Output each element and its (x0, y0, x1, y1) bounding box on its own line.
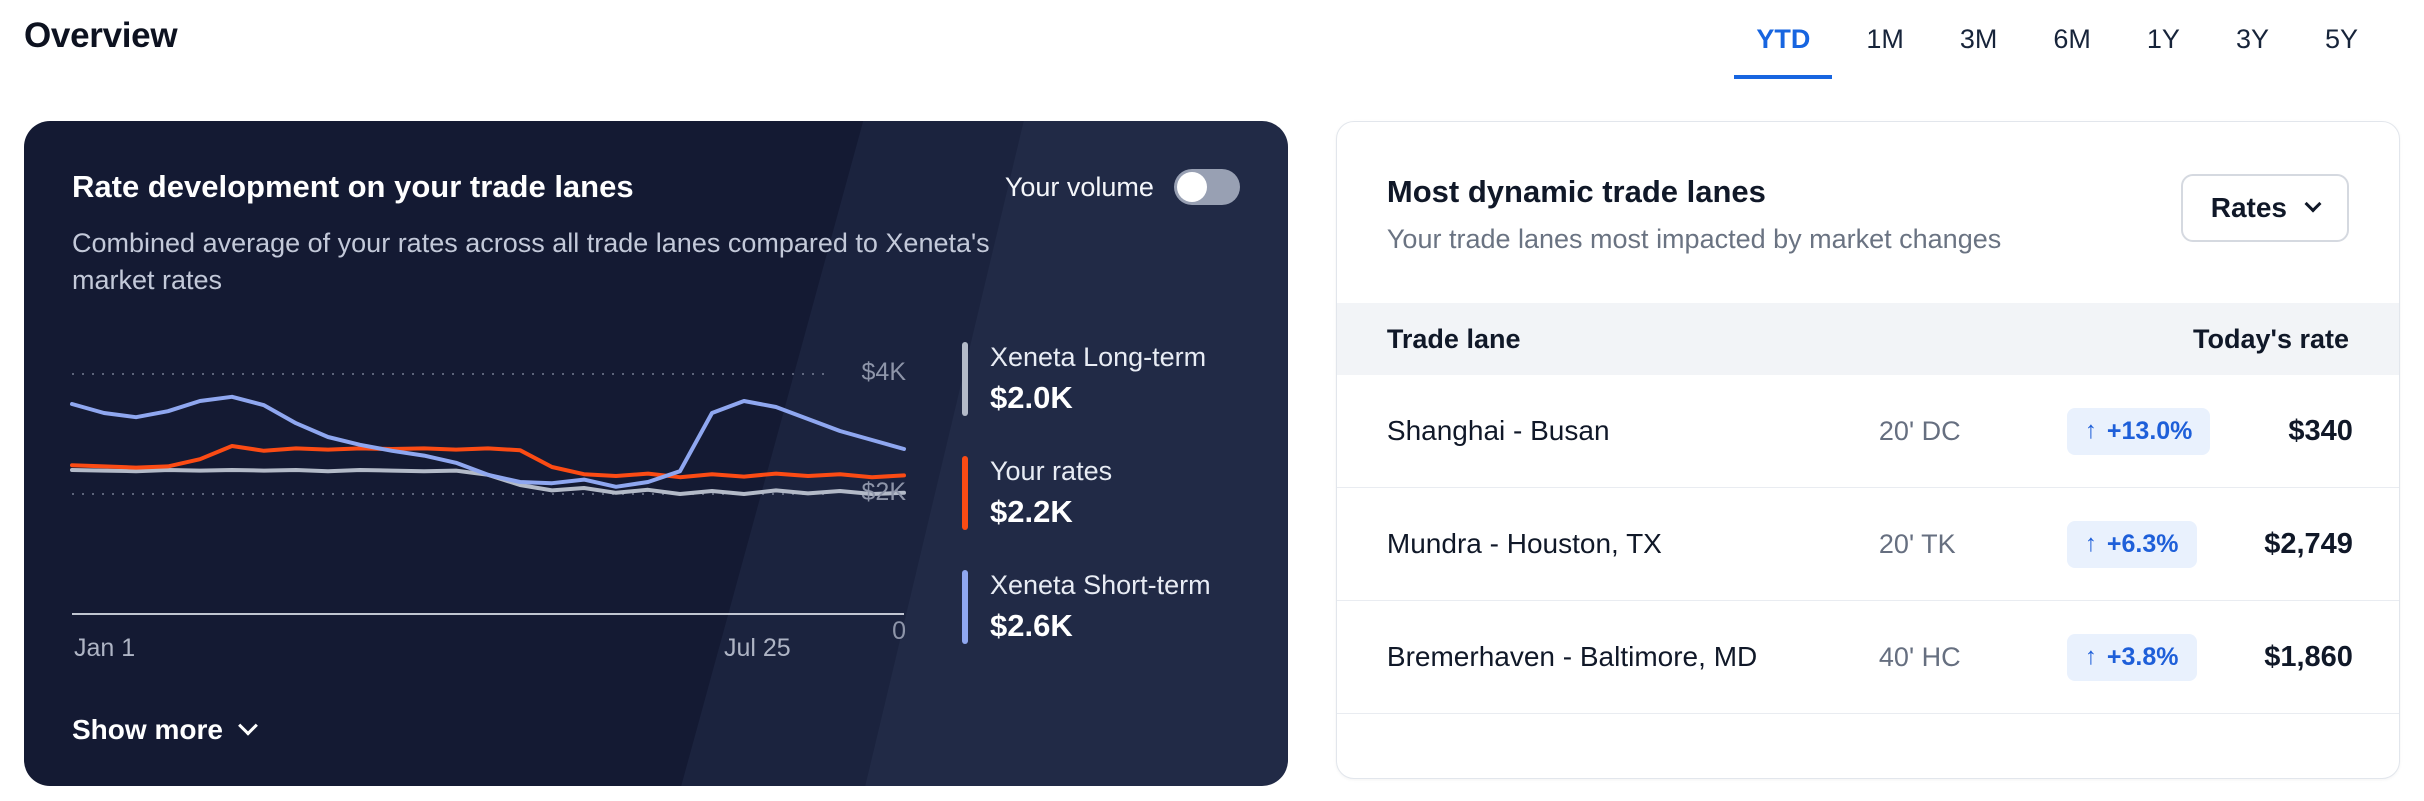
trade-lane-name: Shanghai - Busan (1386, 415, 1610, 446)
container-type: 20' TK (1878, 528, 1956, 559)
legend-item-your-rates: Your rates $2.2K (962, 455, 1211, 530)
rate-chart-svg (70, 372, 906, 615)
arrow-up-icon: ↑ (2084, 530, 2097, 557)
y-axis-label-2k: $2K (861, 477, 906, 506)
rate-development-card: Rate development on your trade lanes You… (24, 121, 1288, 786)
legend-color-bar (962, 455, 968, 530)
your-volume-toggle[interactable] (1173, 169, 1240, 205)
legend-text: Your rates $2.2K (990, 456, 1112, 530)
lanes-card-titles: Most dynamic trade lanes Your trade lane… (1387, 174, 2001, 255)
page-header: Overview YTD 1M 3M 6M 1Y 3Y 5Y (0, 0, 2424, 79)
show-more-label: Show more (72, 714, 223, 745)
y-axis-label-4k: $4K (861, 357, 906, 386)
todays-rate-value: $340 (2288, 414, 2353, 447)
arrow-up-icon: ↑ (2084, 417, 2097, 444)
change-badge: ↑ +6.3% (2066, 520, 2197, 568)
tab-ytd[interactable]: YTD (1734, 16, 1833, 79)
dashboard-main: Rate development on your trade lanes You… (0, 121, 2424, 786)
rate-card-header: Rate development on your trade lanes You… (72, 169, 1240, 205)
lanes-table-header: Trade lane Today's rate (1336, 303, 2399, 375)
column-todays-rate: Today's rate (2193, 323, 2349, 354)
chevron-down-icon (238, 715, 258, 736)
lanes-card-title: Most dynamic trade lanes (1386, 174, 1766, 209)
legend-series-value: $2.6K (990, 607, 1073, 643)
volume-toggle-label: Your volume (1004, 171, 1154, 202)
lanes-card-subtitle: Your trade lanes most impacted by market… (1386, 224, 2002, 254)
trade-lane-name: Mundra - Houston, TX (1386, 528, 1662, 559)
todays-rate-value: $1,860 (2264, 640, 2353, 673)
table-row[interactable]: Mundra - Houston, TX 20' TK ↑ +6.3% $2,7… (1336, 488, 2399, 601)
tab-3m[interactable]: 3M (1959, 24, 1998, 54)
table-row[interactable]: Bremerhaven - Baltimore, MD 40' HC ↑ +3.… (1336, 601, 2399, 714)
container-type: 40' HC (1878, 641, 1961, 672)
rate-chart: $4K $2K 0 Jan 1 Jul 25 (70, 334, 906, 682)
change-value: +6.3% (2106, 529, 2179, 558)
legend-series-name: Xeneta Long-term (990, 341, 1207, 372)
arrow-up-icon: ↑ (2084, 643, 2097, 670)
legend-text: Xeneta Long-term $2.0K (990, 342, 1206, 416)
x-axis-label-end: Jul 25 (724, 633, 791, 662)
table-row[interactable]: Shanghai - Busan 20' DC ↑ +13.0% $340 (1336, 375, 2399, 488)
change-value: +3.8% (2106, 642, 2179, 671)
legend-color-bar (962, 569, 968, 644)
tab-3y[interactable]: 3Y (2235, 24, 2269, 54)
change-badge: ↑ +3.8% (2066, 633, 2197, 681)
dynamic-trade-lanes-card: Most dynamic trade lanes Your trade lane… (1335, 121, 2400, 779)
page-title: Overview (24, 16, 178, 55)
rate-card-title: Rate development on your trade lanes (72, 169, 634, 204)
change-badge: ↑ +13.0% (2066, 407, 2211, 455)
rates-dropdown-label: Rates (2210, 192, 2287, 223)
your-volume-toggle-group: Your volume (1005, 169, 1240, 205)
tab-1m[interactable]: 1M (1866, 24, 1904, 54)
legend-series-value: $2.0K (990, 379, 1073, 415)
toggle-knob (1176, 172, 1207, 202)
legend-series-name: Your rates (990, 455, 1113, 486)
todays-rate-value: $2,749 (2264, 527, 2353, 560)
tab-1y[interactable]: 1Y (2146, 24, 2180, 54)
chevron-down-icon (2304, 195, 2322, 213)
x-axis-label-start: Jan 1 (74, 633, 136, 662)
chart-legend: Xeneta Long-term $2.0K Your rates $2.2K … (962, 334, 1211, 682)
y-axis-label-zero: 0 (892, 616, 906, 645)
legend-item-xeneta-long-term: Xeneta Long-term $2.0K (962, 341, 1211, 416)
rate-chart-row: $4K $2K 0 Jan 1 Jul 25 Xeneta Long-term … (70, 334, 1240, 682)
container-type: 20' DC (1878, 415, 1961, 446)
legend-item-xeneta-short-term: Xeneta Short-term $2.6K (962, 569, 1211, 644)
legend-color-bar (962, 341, 968, 416)
column-trade-lane: Trade lane (1386, 323, 1521, 354)
rates-dropdown[interactable]: Rates (2180, 174, 2349, 242)
rate-card-subtitle: Combined average of your rates across al… (72, 228, 990, 296)
tab-6m[interactable]: 6M (2053, 24, 2091, 54)
show-more-button[interactable]: Show more (72, 714, 258, 746)
legend-series-name: Xeneta Short-term (990, 569, 1211, 600)
trade-lane-name: Bremerhaven - Baltimore, MD (1386, 641, 1758, 672)
legend-text: Xeneta Short-term $2.6K (990, 570, 1211, 644)
change-value: +13.0% (2106, 416, 2193, 445)
tab-5y[interactable]: 5Y (2324, 24, 2358, 54)
time-range-tabs: YTD 1M 3M 6M 1Y 3Y 5Y (1734, 16, 2380, 79)
lanes-card-header: Most dynamic trade lanes Your trade lane… (1337, 122, 2399, 303)
legend-series-value: $2.2K (990, 493, 1073, 529)
